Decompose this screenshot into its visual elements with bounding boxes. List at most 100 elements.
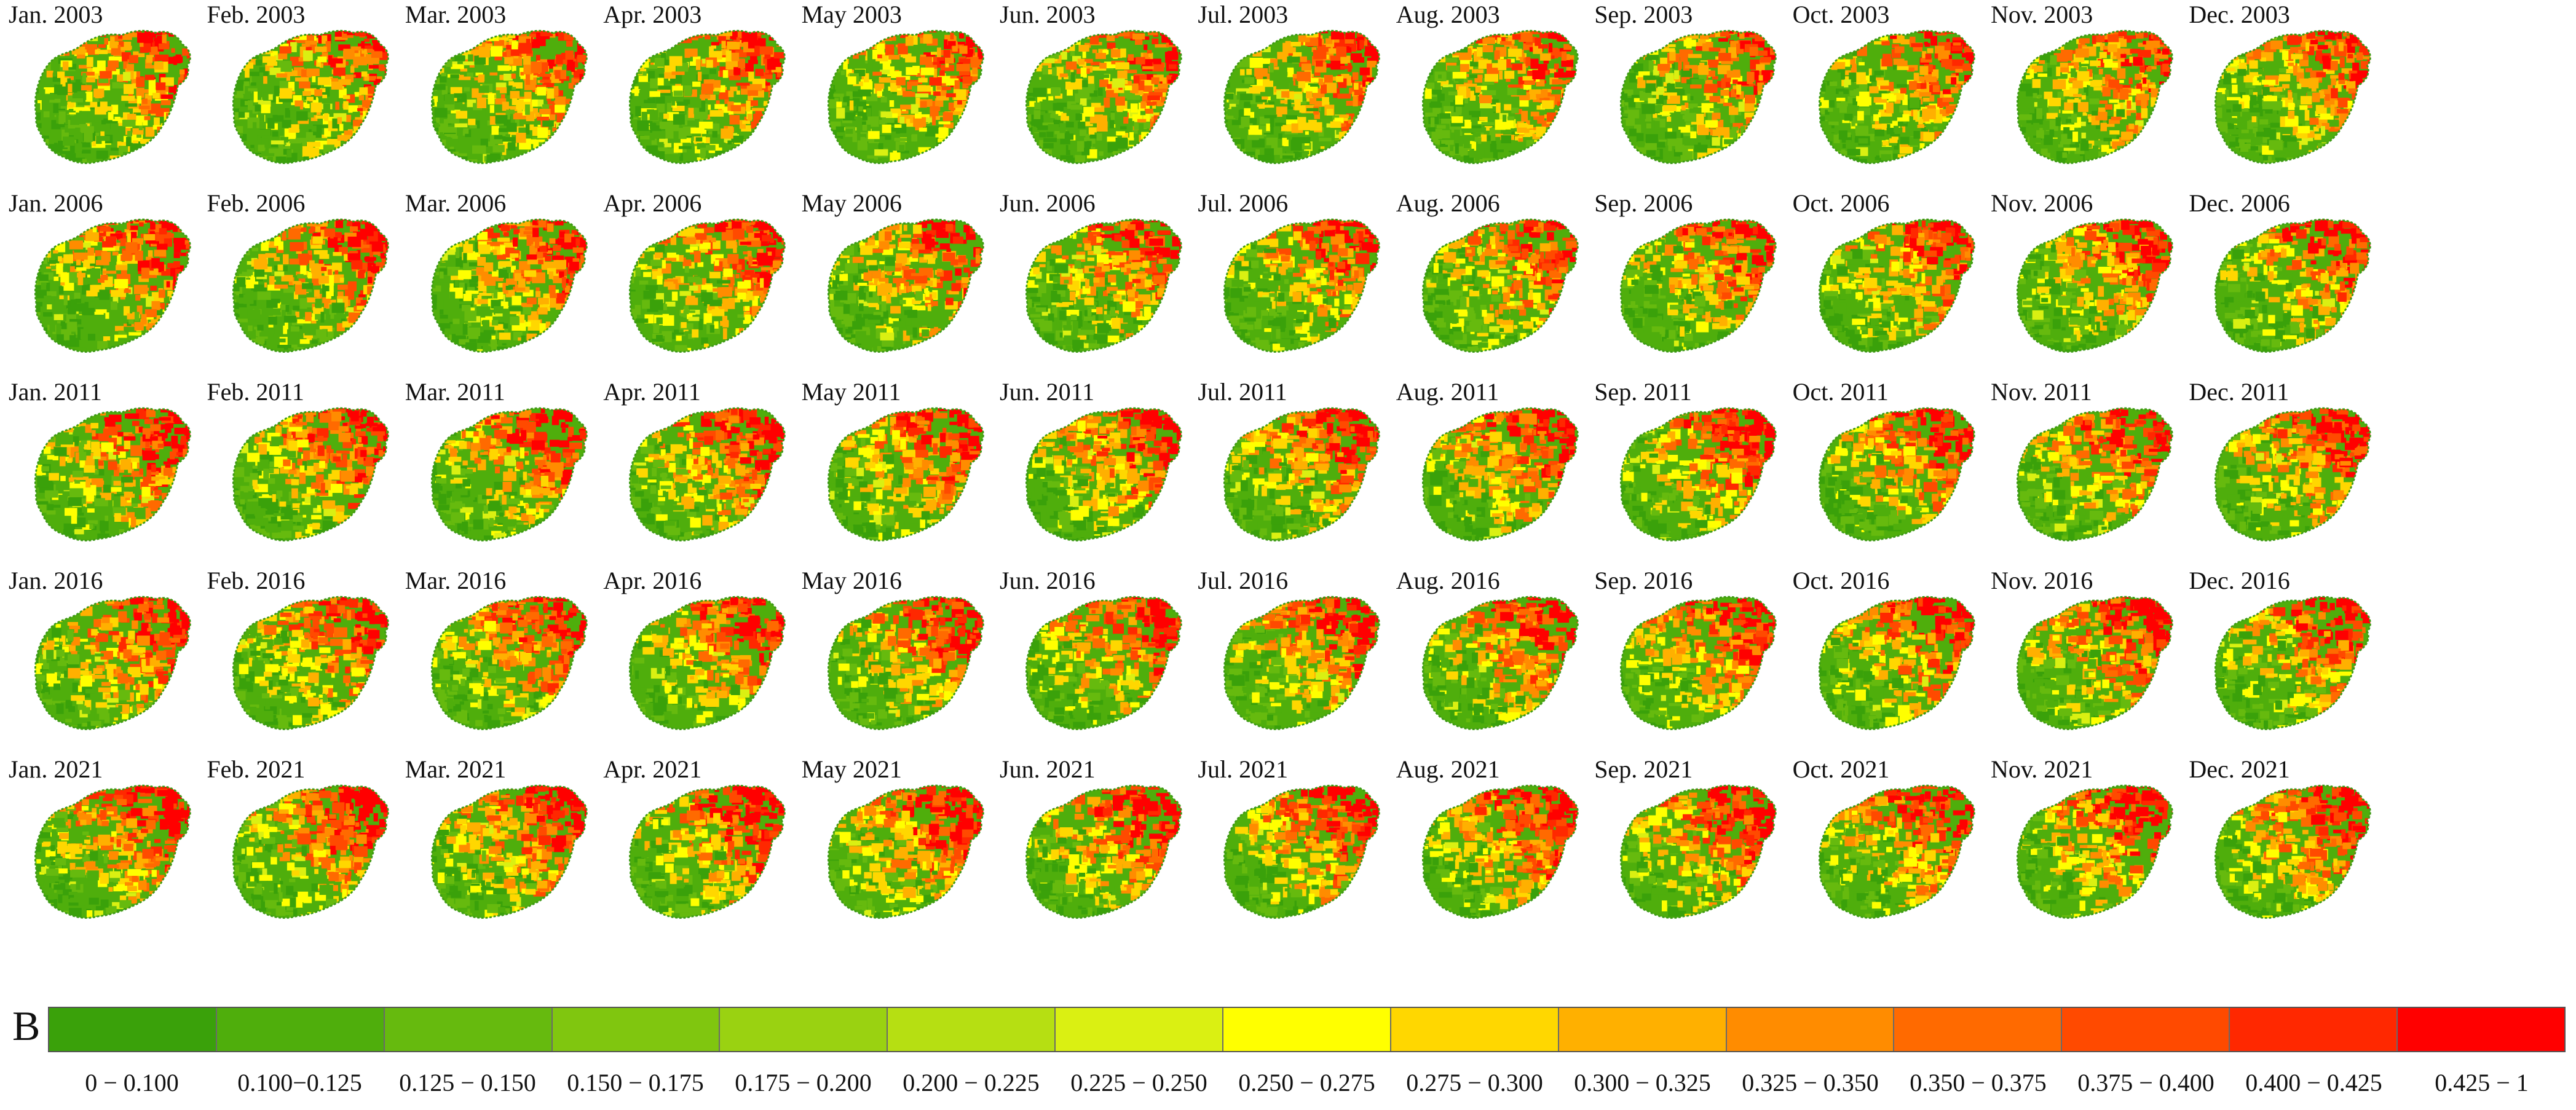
class-patch xyxy=(248,100,253,111)
class-patch xyxy=(1574,128,1578,139)
class-patch xyxy=(740,120,746,129)
class-patch xyxy=(1693,160,1702,163)
class-patch xyxy=(579,74,584,81)
class-patch xyxy=(507,31,516,39)
island-outline xyxy=(629,30,786,164)
class-patch xyxy=(1157,124,1171,131)
class-patch xyxy=(361,41,365,49)
class-patch xyxy=(1523,81,1535,85)
class-patch xyxy=(1819,88,1820,96)
class-patch xyxy=(1376,111,1380,120)
class-patch xyxy=(673,114,685,125)
class-patch xyxy=(1107,84,1112,89)
class-patch xyxy=(867,35,872,44)
class-patch xyxy=(1144,108,1153,114)
class-patch xyxy=(778,31,785,34)
class-patch xyxy=(480,138,488,147)
class-patch xyxy=(1172,113,1176,118)
class-patch xyxy=(145,65,159,69)
class-patch xyxy=(1041,165,1051,169)
class-patch xyxy=(1016,88,1019,98)
class-patch xyxy=(1819,152,1829,160)
class-patch xyxy=(49,98,61,103)
class-patch xyxy=(1578,93,1581,96)
class-patch xyxy=(227,137,233,144)
class-patch xyxy=(567,133,572,137)
class-patch xyxy=(834,165,843,170)
class-patch xyxy=(833,150,841,157)
class-patch xyxy=(139,151,149,161)
class-patch xyxy=(243,53,254,61)
class-patch xyxy=(1228,99,1239,105)
class-patch xyxy=(1132,114,1142,121)
class-patch xyxy=(1491,63,1503,68)
class-patch xyxy=(63,31,70,37)
class-patch xyxy=(44,31,49,36)
class-patch xyxy=(718,85,725,93)
class-patch xyxy=(1768,81,1776,89)
class-patch xyxy=(1365,31,1374,34)
class-patch xyxy=(341,74,346,79)
class-patch xyxy=(512,82,523,89)
class-patch xyxy=(700,162,714,163)
class-patch xyxy=(1539,53,1551,61)
class-patch xyxy=(1172,33,1179,44)
class-patch xyxy=(1142,162,1156,163)
class-patch xyxy=(915,162,922,163)
class-patch xyxy=(1340,114,1349,118)
class-patch xyxy=(572,114,579,120)
class-patch xyxy=(1117,31,1130,37)
class-patch xyxy=(137,119,143,126)
class-patch xyxy=(1099,151,1104,156)
class-patch xyxy=(81,71,95,76)
class-patch xyxy=(171,159,176,163)
class-patch xyxy=(1269,101,1275,105)
class-patch xyxy=(1557,129,1570,133)
class-patch xyxy=(1440,31,1449,34)
class-patch xyxy=(1694,144,1708,152)
class-patch xyxy=(1156,131,1161,136)
class-patch xyxy=(874,149,888,156)
class-patch xyxy=(1512,159,1523,163)
class-patch xyxy=(672,105,685,111)
class-patch xyxy=(1484,74,1498,82)
class-patch xyxy=(1659,119,1666,128)
class-patch xyxy=(1273,66,1279,73)
class-patch xyxy=(970,57,982,68)
class-patch xyxy=(239,152,250,160)
island-map xyxy=(1421,30,1581,164)
class-patch xyxy=(839,31,848,37)
class-patch xyxy=(1351,53,1362,60)
class-patch xyxy=(690,127,705,134)
class-patch xyxy=(679,152,684,162)
class-patch xyxy=(748,60,759,65)
class-patch xyxy=(1175,125,1182,132)
class-patch xyxy=(344,161,353,163)
class-patch xyxy=(660,165,670,168)
class-patch xyxy=(1373,32,1380,36)
class-patch xyxy=(1075,155,1086,163)
class-patch xyxy=(1083,106,1095,117)
class-patch xyxy=(620,69,629,76)
class-patch xyxy=(1548,68,1557,74)
class-patch xyxy=(1146,101,1155,106)
class-patch xyxy=(896,90,903,96)
class-patch xyxy=(265,64,274,71)
class-patch xyxy=(818,53,824,62)
class-patch xyxy=(914,31,924,37)
class-patch xyxy=(377,89,382,93)
class-patch xyxy=(148,89,156,96)
class-patch xyxy=(946,78,958,86)
class-patch xyxy=(350,153,358,160)
class-patch xyxy=(1016,44,1022,54)
class-patch xyxy=(280,136,289,143)
class-patch xyxy=(1549,151,1561,162)
class-patch xyxy=(930,106,939,117)
class-patch xyxy=(1048,109,1056,117)
class-patch xyxy=(1555,110,1561,122)
class-patch xyxy=(818,147,828,154)
class-patch xyxy=(619,44,627,52)
class-patch xyxy=(530,139,537,144)
class-patch xyxy=(100,71,112,79)
class-patch xyxy=(1262,163,1268,169)
